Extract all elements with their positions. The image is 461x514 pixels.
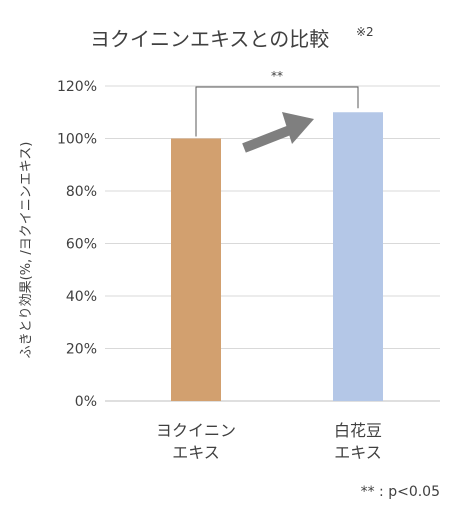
x-category-label: ヨクイニンエキス bbox=[156, 421, 236, 462]
x-axis-categories: ヨクイニンエキス 白花豆エキス bbox=[156, 421, 382, 462]
y-axis-ticks: 0% 20% 40% 60% 80% 100% 120% bbox=[57, 79, 97, 410]
y-tick-label: 120% bbox=[57, 79, 97, 95]
bar bbox=[333, 112, 383, 401]
y-tick-label: 20% bbox=[66, 342, 97, 358]
bars bbox=[171, 112, 383, 401]
arrow-shaft bbox=[242, 125, 292, 153]
y-tick-label: 100% bbox=[57, 132, 97, 148]
y-tick-label: 40% bbox=[66, 289, 97, 305]
significance-bracket-line bbox=[195, 86, 359, 137]
arrow-head bbox=[282, 112, 314, 144]
arrow-icon bbox=[242, 112, 314, 153]
y-tick-label: 60% bbox=[66, 237, 97, 253]
x-category-label: 白花豆エキス bbox=[334, 421, 382, 462]
chart-title: ヨクイニンエキスとの比較 ※2 bbox=[90, 25, 374, 51]
y-tick-label: 80% bbox=[66, 184, 97, 200]
significance-bracket: ** bbox=[195, 69, 359, 137]
footnote: ** : p<0.05 bbox=[361, 484, 440, 500]
y-tick-label: 0% bbox=[75, 394, 97, 410]
y-axis-label: ふきとり効果(%, /ヨクイニンエキス) bbox=[19, 142, 34, 359]
bar bbox=[171, 138, 221, 401]
significance-label: ** bbox=[271, 69, 283, 83]
chart-title-superscript: ※2 bbox=[356, 25, 374, 39]
chart-title-text: ヨクイニンエキスとの比較 bbox=[90, 27, 329, 51]
